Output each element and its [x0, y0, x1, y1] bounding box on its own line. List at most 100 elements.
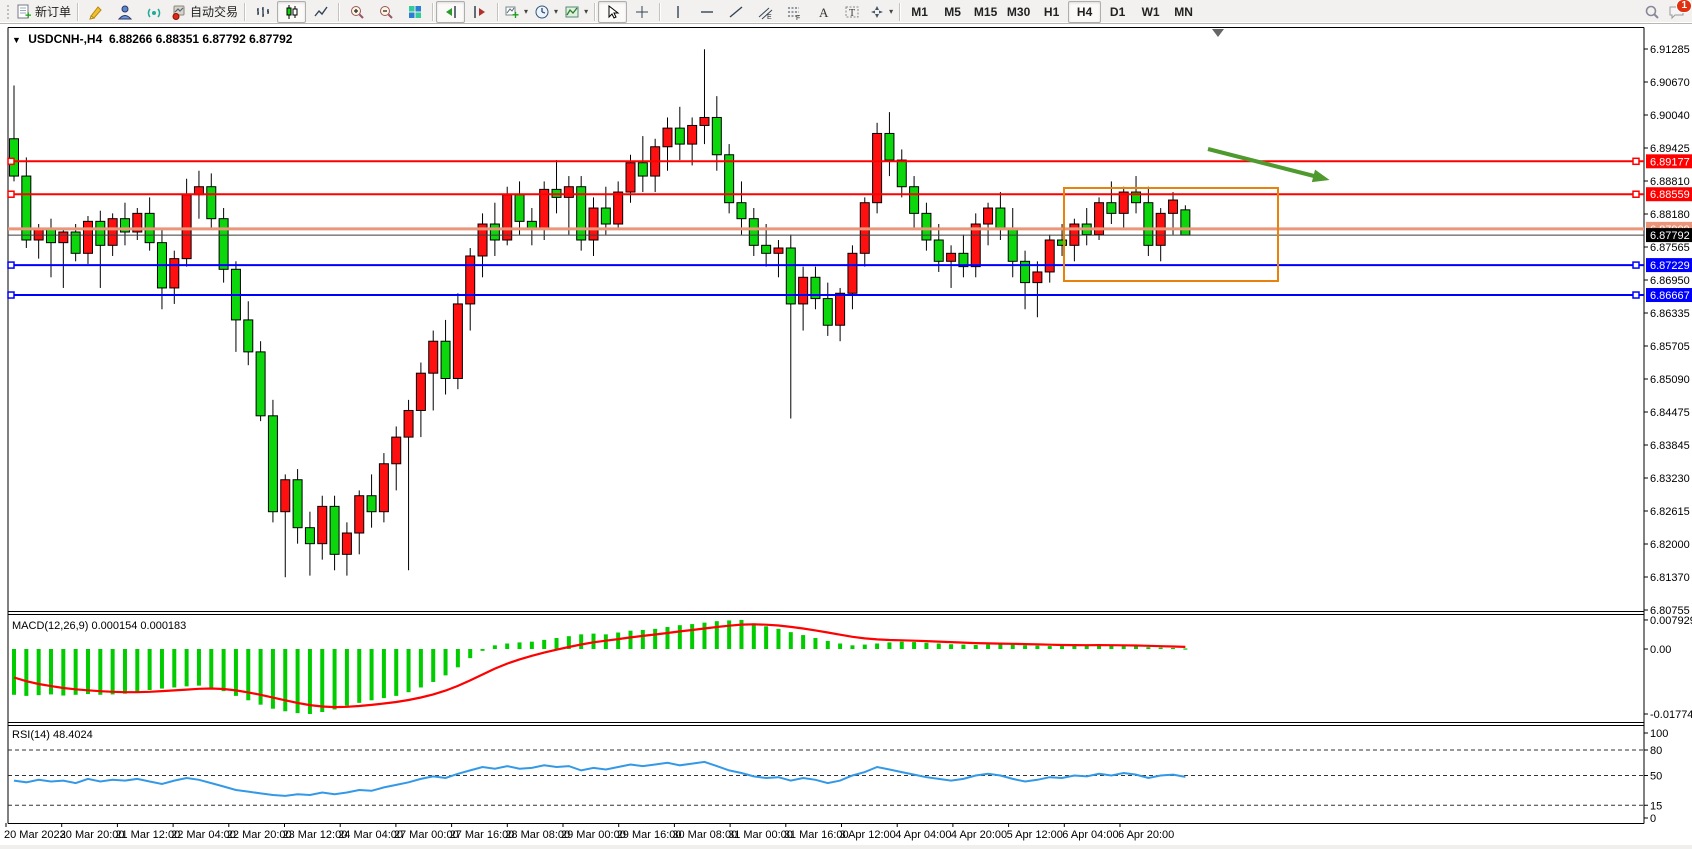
macd-axis[interactable]: 0.007929 0.00 -0.017743 — [1644, 615, 1692, 721]
time-tick-label: 21 Mar 12:00 — [115, 829, 180, 841]
tf-W1[interactable]: W1 — [1134, 1, 1167, 23]
tf-M1[interactable]: M1 — [903, 1, 936, 23]
autotrading-button[interactable]: 自动交易 — [168, 1, 241, 23]
line-handle[interactable] — [1632, 157, 1640, 166]
line-chart-button[interactable] — [306, 1, 335, 23]
time-tick-label: 27 Mar 00:00 — [394, 829, 459, 841]
market-watch-button[interactable] — [110, 1, 139, 23]
time-tick-label: 29 Mar 16:00 — [617, 829, 682, 841]
crosshair-button[interactable] — [627, 1, 656, 23]
vertical-line-button[interactable] — [663, 1, 692, 23]
templates-button[interactable]: ▾ — [561, 1, 591, 23]
tf-H4[interactable]: H4 — [1068, 0, 1102, 23]
chart-window[interactable]: 6.91285 6.90670 6.90040 6.89425 6.88810 6.881… — [0, 26, 1692, 845]
tf-M5[interactable]: M5 — [936, 1, 969, 23]
zoom-in-button[interactable] — [342, 1, 371, 23]
cursor-button[interactable] — [598, 0, 628, 23]
line-handle[interactable] — [7, 261, 15, 269]
tf-M30[interactable]: M30 — [1002, 1, 1035, 23]
arrows-dropdown-icon[interactable]: ▾ — [889, 7, 894, 16]
candle-down — [736, 202, 747, 220]
toolbar-separator — [594, 2, 596, 21]
chart-title: ▼ USDCNH-,H4 6.88266 6.88351 6.87792 6.8… — [12, 32, 292, 46]
price-tick-label: 6.90040 — [1650, 110, 1690, 122]
auto-scroll-button[interactable] — [436, 0, 466, 23]
time-tick-label: 4 Apr 04:00 — [895, 829, 951, 841]
candlestick-chart-button[interactable] — [277, 0, 307, 23]
svg-text:6.87229: 6.87229 — [1650, 260, 1690, 272]
doc-plus-icon: + — [16, 4, 32, 20]
price-chart-canvas[interactable]: 6.91285 6.90670 6.90040 6.89425 6.88810 6.881… — [0, 26, 1692, 845]
candle-down — [21, 175, 32, 241]
price-tick-label: 6.82615 — [1650, 506, 1690, 518]
line-handle[interactable] — [1632, 261, 1640, 269]
macd-bar — [1010, 644, 1015, 649]
price-line-support-2[interactable]: 6.86667 — [7, 288, 1692, 303]
indicators-button[interactable]: + ▾ — [501, 1, 531, 23]
price-tick-label: 6.86950 — [1650, 275, 1690, 287]
symbol-period-label: USDCNH-,H4 — [28, 32, 103, 46]
line-handle[interactable] — [7, 190, 15, 198]
macd-bar — [529, 641, 534, 649]
candle-up — [58, 231, 69, 244]
line-handle[interactable] — [7, 291, 15, 299]
chart-shift-marker[interactable] — [1212, 29, 1224, 37]
chart-shift-button[interactable] — [465, 1, 494, 23]
time-tick-label: 5 Apr 12:00 — [1007, 829, 1063, 841]
annotation-arrow[interactable] — [1207, 147, 1330, 183]
chat-icon[interactable]: 1 — [1668, 0, 1692, 20]
indicators-dropdown-icon[interactable]: ▾ — [524, 7, 529, 16]
tf-H1[interactable]: H1 — [1035, 1, 1068, 23]
periods-button[interactable]: ▾ — [531, 1, 561, 23]
tf-M30-label: M30 — [1006, 4, 1031, 19]
text-label-button[interactable]: T — [837, 1, 866, 23]
price-line-resistance-2[interactable]: 6.88559 — [7, 187, 1692, 202]
symbol-dropdown-icon[interactable]: ▼ — [12, 35, 21, 45]
trendline-button[interactable] — [721, 1, 750, 23]
annotation-rectangle[interactable] — [1063, 187, 1279, 282]
macd-bar — [159, 649, 164, 689]
periods-dropdown-icon[interactable]: ▾ — [554, 7, 559, 16]
time-tick-label: 23 Mar 12:00 — [283, 829, 348, 841]
macd-bar — [394, 649, 399, 696]
rsi-tick-label: 0 — [1650, 813, 1656, 825]
line-handle[interactable] — [1632, 190, 1640, 198]
macd-bar — [73, 649, 78, 695]
rsi-axis[interactable]: 100 80 50 150 — [1644, 728, 1668, 825]
tf-D1[interactable]: D1 — [1101, 1, 1134, 23]
macd-bar — [566, 636, 571, 649]
arrows-button[interactable]: ▾ — [866, 1, 896, 23]
zoom-out-button[interactable] — [371, 1, 400, 23]
macd-bar — [344, 649, 349, 706]
horizontal-line-button[interactable] — [692, 1, 721, 23]
fibonacci-button[interactable]: F — [779, 1, 808, 23]
text-button[interactable]: A — [808, 1, 837, 23]
autoscroll-icon — [443, 4, 459, 20]
tf-M15[interactable]: M15 — [969, 1, 1002, 23]
price-line-resistance-1[interactable]: 6.89177 — [7, 154, 1692, 169]
macd-bar — [443, 649, 448, 676]
styler-button[interactable] — [81, 1, 110, 23]
new-order-button[interactable]: + 新订单 — [13, 1, 74, 23]
svg-text:6.89177: 6.89177 — [1650, 156, 1690, 168]
price-axis[interactable]: 6.91285 6.90670 6.90040 6.89425 6.88810 6.881… — [1644, 44, 1690, 617]
search-icon[interactable] — [1644, 4, 1660, 20]
notification-badge: 1 — [1676, 0, 1692, 13]
price-line-bid-price[interactable]: 6.87792 — [8, 228, 1692, 243]
macd-bar — [961, 644, 966, 649]
candle-down — [822, 298, 833, 326]
macd-bar — [949, 644, 954, 649]
equidistant-channel-button[interactable]: E — [750, 1, 779, 23]
candle-up — [502, 194, 513, 241]
bar-chart-button[interactable] — [248, 1, 277, 23]
tf-MN[interactable]: MN — [1167, 1, 1200, 23]
price-line-support-1[interactable]: 6.87229 — [7, 258, 1692, 273]
line-handle[interactable] — [1632, 291, 1640, 299]
tile-windows-button[interactable] — [400, 1, 429, 23]
signals-button[interactable] — [139, 1, 168, 23]
line-handle[interactable] — [7, 157, 15, 166]
tf-D1-label: D1 — [1109, 4, 1126, 19]
templates-dropdown-icon[interactable]: ▾ — [584, 7, 589, 16]
candle-down — [70, 231, 81, 254]
